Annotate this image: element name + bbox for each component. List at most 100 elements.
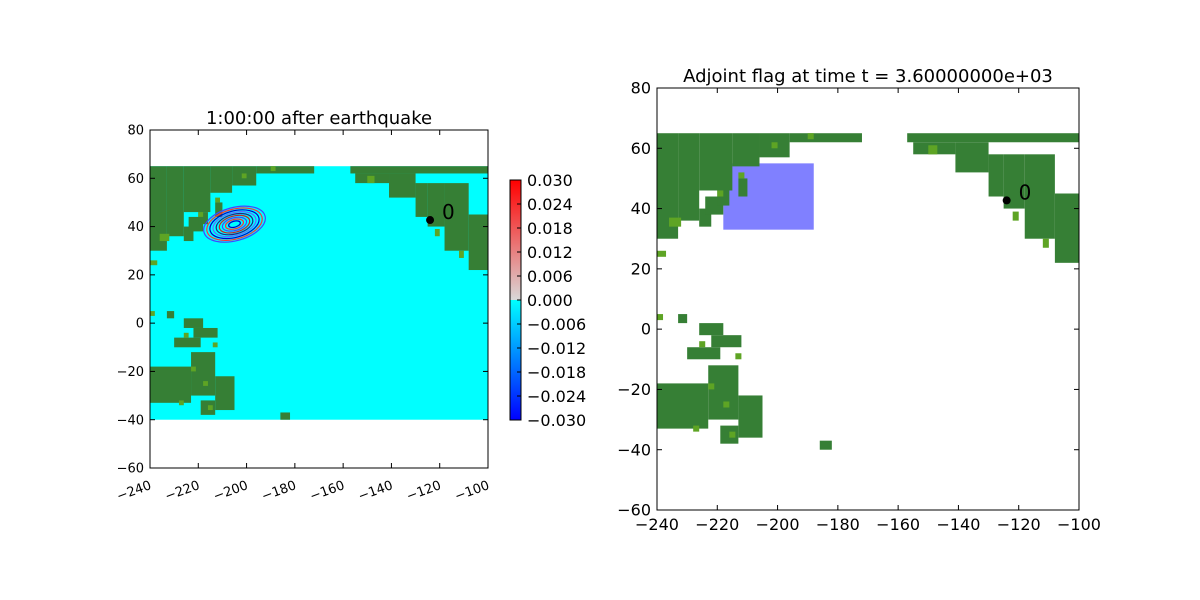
land-cell-light (723, 401, 730, 408)
colorbar-tick-label: −0.006 (527, 315, 586, 334)
x-tick-label: −200 (756, 515, 800, 534)
land-cell (210, 166, 233, 193)
land-cell-light (693, 425, 700, 432)
wave-ring (218, 214, 251, 234)
land-cell-light (699, 341, 706, 348)
land-cell (193, 327, 218, 338)
gauge-marker: 0 (1002, 180, 1032, 205)
land-cell (468, 214, 488, 271)
land-cell-light (735, 353, 742, 360)
land-cell (708, 365, 739, 420)
land-cell (415, 183, 428, 217)
y-tick-label: −20 (117, 365, 144, 380)
adjoint-flag-chart: Adjoint flag at time t = 3.60000000e+03 … (617, 66, 1101, 534)
x-tick-label: −160 (876, 515, 920, 534)
land-cell-light (738, 172, 745, 179)
land-cell (657, 133, 679, 239)
colorbar-tick-label: 0.024 (527, 195, 573, 214)
land-cell-light (657, 250, 667, 257)
land-cell (678, 314, 688, 324)
x-tick-label: −180 (816, 515, 860, 534)
axes-frame (656, 87, 1080, 511)
land-cell-light (215, 197, 221, 203)
land-cell (427, 183, 445, 227)
x-tick-label: −100 (1057, 515, 1101, 534)
land-cell (150, 166, 167, 251)
land-cell (191, 352, 216, 396)
land-cell-light (241, 173, 247, 179)
x-tick-label: −140 (356, 478, 395, 504)
gauge-marker: 0 (426, 200, 455, 225)
land-cell-light (807, 133, 814, 140)
y-tick-label: −20 (617, 380, 651, 399)
land-cell-light (669, 217, 682, 227)
land-cell-light (191, 366, 196, 372)
wave-ring (228, 220, 241, 229)
land-cell (280, 412, 291, 420)
chart-title: Adjoint flag at time t = 3.60000000e+03 (683, 66, 1053, 87)
land-cell (183, 166, 211, 213)
gauge-label: 0 (442, 200, 455, 224)
axes-frame (149, 129, 489, 469)
y-tick-label: −60 (117, 462, 144, 477)
land-cell-light (729, 431, 736, 438)
x-tick-label: −220 (163, 478, 202, 504)
land-cell (389, 173, 416, 198)
y-axis-ticks: −60 −40 −20 0 20 40 60 80 (117, 124, 488, 477)
land-cell (183, 318, 204, 328)
land-cell (988, 154, 1004, 197)
colorbar-tick-label: 0.006 (527, 267, 573, 286)
gauge-label: 0 (1019, 180, 1032, 204)
land-cell (350, 166, 488, 174)
y-tick-label: 0 (641, 320, 651, 339)
colorbar-tick-label: −0.018 (527, 363, 586, 382)
colorbar-tick-label: −0.030 (527, 411, 586, 430)
land-cell-light (771, 142, 778, 149)
land-cell (215, 202, 223, 217)
land-cell-light (1042, 238, 1049, 248)
x-tick-label: −200 (211, 478, 250, 504)
land-cell-light (717, 190, 724, 197)
land-cell (1054, 193, 1079, 263)
y-tick-label: 20 (631, 259, 651, 278)
land-cell (1003, 154, 1025, 209)
land-cell (1024, 154, 1055, 239)
land-cell (789, 133, 862, 143)
x-tick-label: −160 (308, 478, 347, 504)
land-cell-light (207, 405, 213, 411)
land-cell (256, 166, 315, 174)
x-tick-label: −120 (405, 478, 444, 504)
land-cell (166, 311, 175, 319)
flagged-region (723, 163, 814, 230)
y-tick-label: 40 (127, 220, 144, 235)
x-tick-label: −100 (453, 478, 492, 504)
land-cell-light (270, 166, 276, 172)
x-tick-label: −220 (695, 515, 739, 534)
land-cell-light (159, 233, 170, 242)
x-tick-label: −240 (635, 515, 679, 534)
gauge-dot (1002, 196, 1011, 205)
land-cell (732, 133, 760, 167)
y-tick-label: 80 (127, 124, 144, 139)
wave-ring (203, 205, 266, 243)
y-tick-label: 0 (136, 317, 144, 332)
colorbar-tick-label: −0.012 (527, 339, 586, 358)
colorbar: 0.030 0.024 0.018 0.012 0.006 0.000 −0.006 −0.0… (509, 171, 586, 430)
plot-area (150, 166, 488, 420)
x-tick-label: −140 (936, 515, 980, 534)
y-tick-label: 60 (631, 139, 651, 158)
land-cell (711, 335, 742, 348)
y-tick-label: 20 (127, 268, 144, 283)
wave-ring (209, 209, 260, 240)
wave-ring (224, 218, 245, 230)
land-cell-light (183, 332, 189, 338)
land-cell (166, 166, 184, 237)
wave-ripples (203, 205, 266, 243)
land-cell-light (178, 400, 184, 406)
y-tick-label: 60 (127, 172, 144, 187)
y-tick-label: −60 (617, 501, 651, 520)
x-tick-label: −120 (997, 515, 1041, 534)
colorbar-tick-label: 0.000 (527, 291, 573, 310)
land-cell (183, 226, 194, 242)
